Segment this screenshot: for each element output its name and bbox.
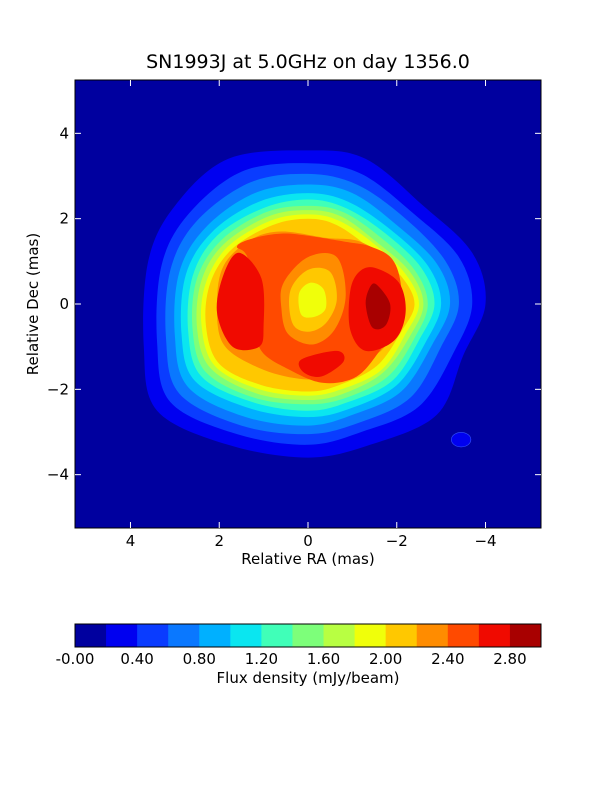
chart-title: SN1993J at 5.0GHz on day 1356.0	[146, 51, 470, 73]
y-tick-label: −2	[47, 380, 69, 398]
y-tick-label: −4	[47, 466, 69, 484]
colorbar-swatch	[168, 624, 200, 647]
y-axis-ticks: 4 2 0 −2 −4	[47, 124, 541, 484]
peak-right-core	[365, 283, 391, 330]
peak-bottom-spot	[298, 350, 345, 378]
x-tick-label: −4	[474, 532, 496, 550]
colorbar-tick-label: 2.80	[493, 650, 526, 668]
colorbar-tick-label: 2.40	[431, 650, 464, 668]
colorbar-ticks: -0.00 0.40 0.80 1.20 1.60 2.00 2.40 2.80	[56, 650, 527, 668]
y-tick-label: 2	[59, 210, 69, 228]
colorbar-swatch	[199, 624, 231, 647]
colorbar-swatch	[478, 624, 511, 647]
x-tick-label: 4	[126, 532, 136, 550]
colorbar-swatch	[106, 624, 138, 647]
colorbar: -0.00 0.40 0.80 1.20 1.60 2.00 2.40 2.80	[56, 623, 542, 668]
colorbar-swatch	[292, 624, 325, 647]
colorbar-swatch	[354, 624, 387, 647]
x-tick-label: 2	[214, 532, 224, 550]
y-tick-label: 4	[59, 124, 69, 142]
colorbar-swatch	[323, 624, 356, 647]
peak-left-lobe	[216, 252, 265, 351]
center-contour-1-8	[298, 282, 327, 318]
x-tick-label: −2	[386, 532, 408, 550]
colorbar-tick-label: 1.60	[307, 650, 340, 668]
colorbar-swatch	[75, 624, 107, 647]
contour-layer	[143, 150, 486, 458]
colorbar-tick-label: 2.00	[369, 650, 402, 668]
plot-area: 4 2 0 −2 −4 4 2 0 −2 −4	[47, 79, 542, 550]
colorbar-swatch	[261, 624, 293, 647]
colorbar-swatch	[416, 624, 449, 647]
colorbar-tick-label: 0.40	[120, 650, 153, 668]
colorbar-swatch	[137, 624, 169, 647]
x-axis-label: Relative RA (mas)	[241, 550, 374, 568]
colorbar-frame	[74, 623, 542, 648]
colorbar-label: Flux density (mJy/beam)	[217, 669, 400, 687]
y-axis-label: Relative Dec (mas)	[24, 233, 42, 375]
colorbar-swatch	[230, 624, 262, 647]
x-axis-ticks: 4 2 0 −2 −4	[126, 80, 497, 550]
beam-ellipse	[451, 432, 472, 448]
colorbar-swatch	[509, 624, 542, 647]
y-tick-label: 0	[59, 295, 69, 313]
colorbar-tick-label: 0.80	[183, 650, 216, 668]
colorbar-blocks	[75, 624, 542, 647]
colorbar-tick-label: -0.00	[56, 650, 95, 668]
colorbar-tick-label: 1.20	[245, 650, 278, 668]
colorbar-swatch	[385, 624, 418, 647]
colorbar-swatch	[447, 624, 480, 647]
x-tick-label: 0	[303, 532, 313, 550]
